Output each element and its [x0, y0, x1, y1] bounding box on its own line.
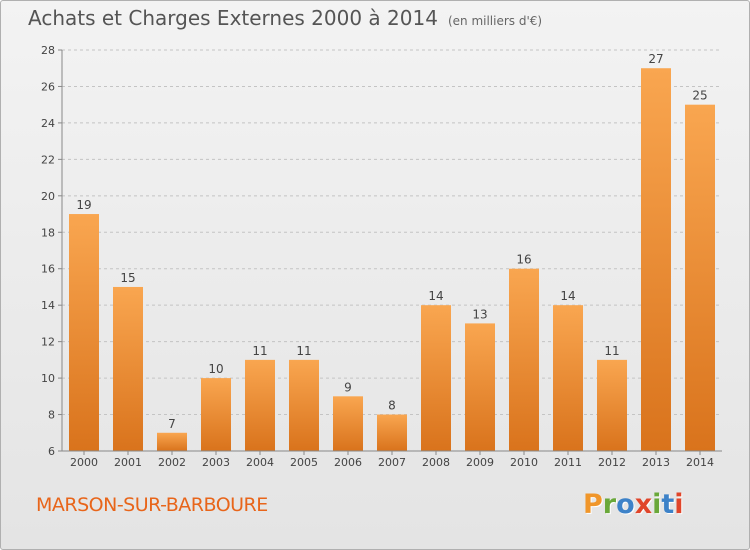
x-tick-label: 2001: [114, 456, 142, 469]
bar: [157, 432, 187, 451]
logo-letter: i: [652, 489, 662, 520]
y-tick-label: 16: [41, 263, 55, 276]
bar: [685, 104, 715, 451]
bar: [289, 359, 319, 451]
logo-letter: o: [616, 489, 635, 520]
logo-letter: P: [583, 489, 603, 520]
x-tick-label: 2006: [334, 456, 362, 469]
bar: [641, 68, 671, 452]
y-tick-label: 26: [41, 80, 55, 93]
logo-letter: t: [661, 489, 675, 520]
data-label: 7: [168, 417, 176, 431]
data-label: 13: [472, 307, 487, 321]
y-tick-label: 10: [41, 372, 55, 385]
x-tick-label: 2002: [158, 456, 186, 469]
data-label: 19: [76, 198, 91, 212]
y-tick-label: 18: [41, 226, 55, 239]
data-label: 14: [428, 289, 443, 303]
x-tick-label: 2013: [642, 456, 670, 469]
x-tick-label: 2009: [466, 456, 494, 469]
data-label: 11: [252, 344, 267, 358]
bar: [421, 305, 451, 451]
x-tick-label: 2003: [202, 456, 230, 469]
x-tick-label: 2004: [246, 456, 274, 469]
data-label: 8: [388, 399, 396, 413]
data-label: 11: [296, 344, 311, 358]
bar: [113, 286, 143, 451]
y-tick-label: 6: [48, 445, 55, 458]
bars: [69, 68, 715, 452]
bar: [465, 323, 495, 451]
proxiti-logo: Proxiti: [583, 489, 684, 520]
bar: [201, 378, 231, 451]
grid-lines: [62, 49, 722, 416]
y-tick-label: 14: [41, 299, 55, 312]
bar: [509, 268, 539, 451]
logo-letter: i: [674, 489, 684, 520]
x-tick-label: 2011: [554, 456, 582, 469]
chart-title-text: Achats et Charges Externes 2000 à 2014: [28, 6, 438, 30]
y-tick-label: 20: [41, 190, 55, 203]
data-label: 11: [604, 344, 619, 358]
bar: [597, 359, 627, 451]
x-tick-label: 2008: [422, 456, 450, 469]
y-tick-label: 12: [41, 336, 55, 349]
x-tick-label: 2010: [510, 456, 538, 469]
data-label: 25: [692, 89, 707, 103]
bar: [245, 359, 275, 451]
y-tick-label: 24: [41, 117, 55, 130]
logo-letter: r: [602, 489, 617, 520]
x-tick-label: 2007: [378, 456, 406, 469]
x-tick-label: 2000: [70, 456, 98, 469]
bar: [553, 305, 583, 451]
data-label: 27: [648, 52, 663, 66]
y-tick-label: 8: [48, 409, 55, 422]
chart-unit-note: (en milliers d'€): [447, 14, 543, 28]
bar: [333, 396, 363, 451]
bar: [69, 214, 99, 451]
logo-letter: x: [634, 489, 653, 520]
data-label: 9: [344, 380, 352, 394]
y-tick-label: 22: [41, 153, 55, 166]
place-name: MARSON-SUR-BARBOURE: [36, 494, 268, 516]
x-tick-label: 2012: [598, 456, 626, 469]
x-tick-label: 2014: [686, 456, 714, 469]
x-tick-label: 2005: [290, 456, 318, 469]
bar: [377, 414, 407, 451]
data-label: 14: [560, 289, 575, 303]
axes: 6 8 10 12 14 16 18 20 22 24 26 28 2000 2001 2002 2003 20…: [41, 44, 722, 469]
data-label: 15: [120, 271, 135, 285]
y-tick-label: 28: [41, 44, 55, 57]
data-label: 16: [516, 253, 531, 267]
data-label: 10: [208, 362, 223, 376]
chart-title: Achats et Charges Externes 2000 à 2014 (e…: [28, 6, 542, 30]
data-labels: 19 15 7 10 11 11 9 8 14 13 16 14 11 27 25: [76, 52, 707, 431]
